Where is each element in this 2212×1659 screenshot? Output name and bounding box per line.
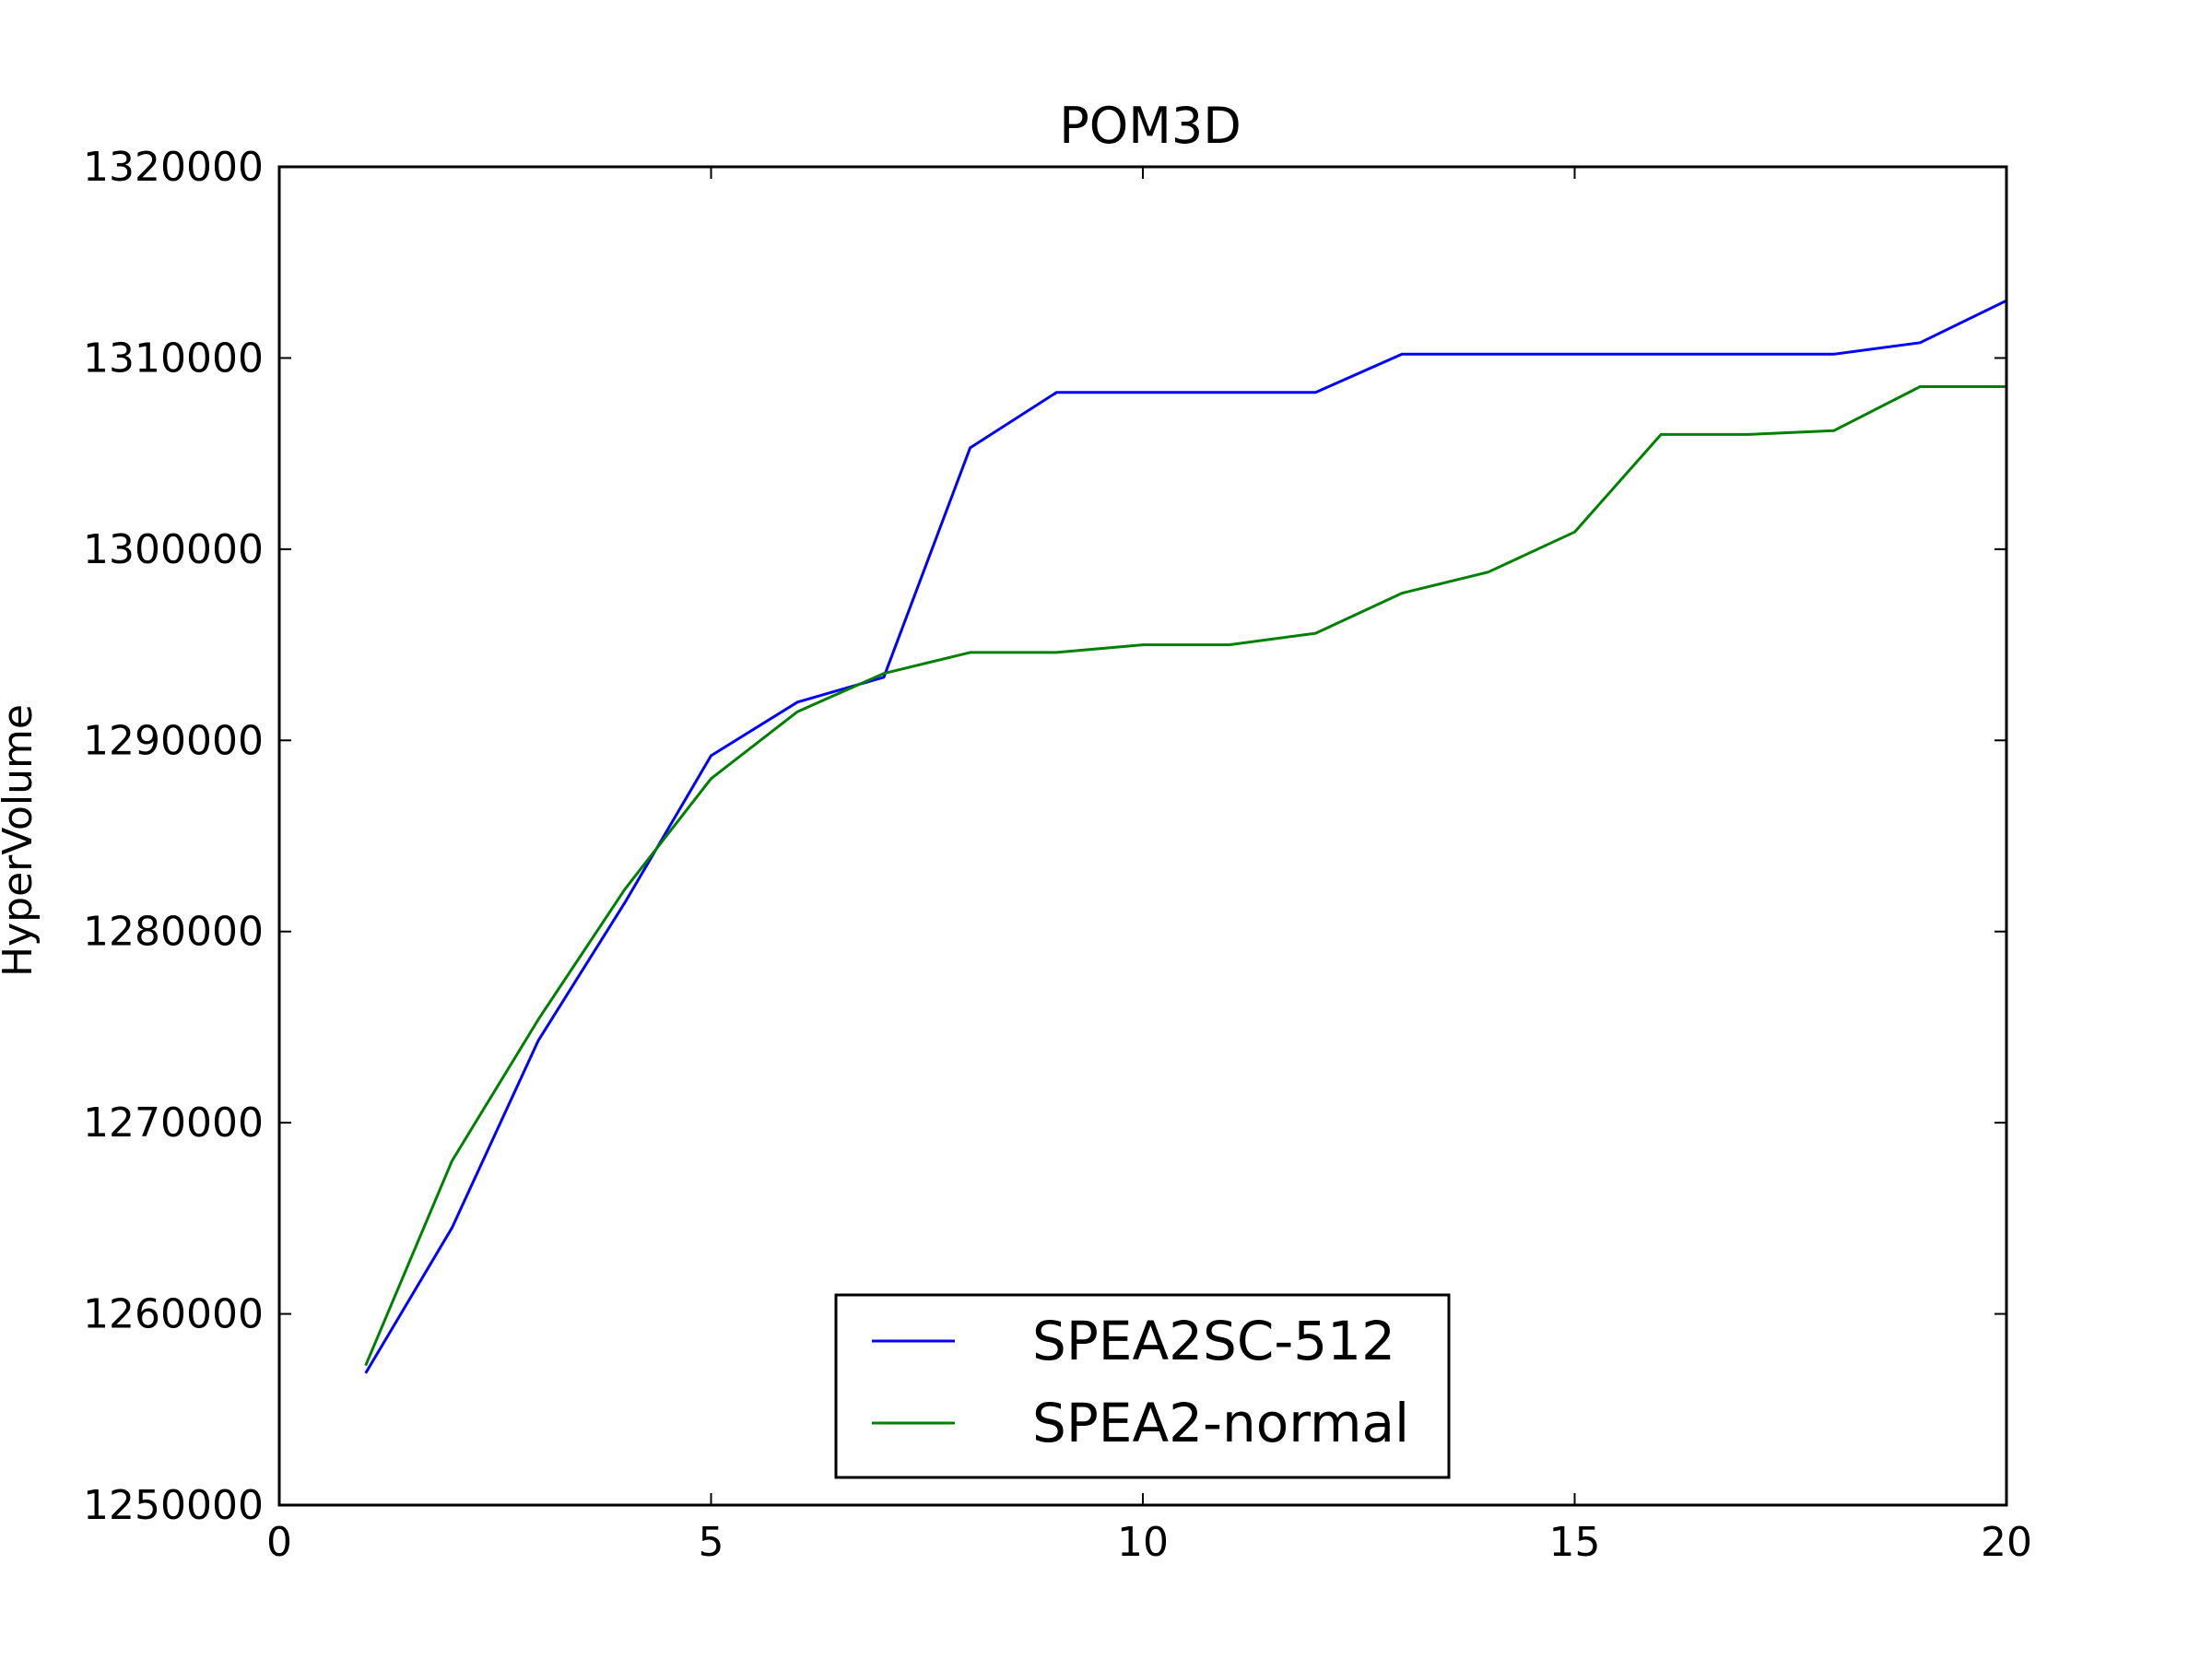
x-tick-label: 0 <box>266 1519 292 1566</box>
y-tick-label: 1260000 <box>83 1291 264 1338</box>
y-tick-label: 1250000 <box>83 1482 264 1529</box>
axis-tick-labels: 0 5 10 15 20 1250000 1260000 1270000 1280000 1290… <box>83 144 2032 1566</box>
legend-box <box>834 1293 1451 1479</box>
y-tick-label: 1280000 <box>83 909 264 956</box>
x-tick-label: 20 <box>1981 1519 2032 1566</box>
y-axis-label: HyperVolume <box>0 704 41 977</box>
x-tick-label: 10 <box>1117 1519 1169 1566</box>
y-tick-label: 1270000 <box>83 1100 264 1147</box>
y-tick-label: 1290000 <box>83 717 264 764</box>
series-line-spea2-normal <box>364 385 2006 1367</box>
y-tick-label: 1300000 <box>83 526 264 573</box>
chart-title: POM3D <box>1059 97 1241 155</box>
legend-label-spea2sc-512: SPEA2SC-512 <box>1032 1310 1395 1372</box>
x-tick-label: 5 <box>699 1519 724 1566</box>
legend-label-spea2-normal: SPEA2-normal <box>1032 1392 1409 1454</box>
y-tick-label: 1320000 <box>83 144 264 191</box>
series-line-spea2sc-512 <box>364 299 2007 1374</box>
x-tick-label: 15 <box>1549 1519 1601 1566</box>
y-tick-label: 1310000 <box>83 335 264 382</box>
plot-frame <box>277 165 2008 1507</box>
series-layer <box>364 299 2007 1374</box>
legend: SPEA2SC-512 SPEA2-normal <box>834 1293 1451 1479</box>
